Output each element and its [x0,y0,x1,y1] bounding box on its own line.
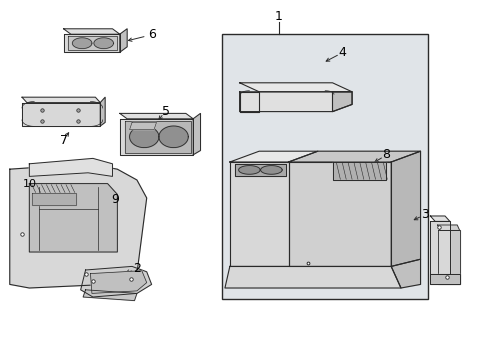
Polygon shape [429,221,449,274]
Polygon shape [63,29,120,34]
Polygon shape [63,34,120,52]
Polygon shape [90,271,146,293]
Text: 1: 1 [274,10,282,23]
Polygon shape [239,83,351,92]
Polygon shape [22,97,100,103]
Polygon shape [229,151,317,162]
Polygon shape [437,225,459,230]
Text: 5: 5 [162,105,170,118]
Polygon shape [120,119,193,155]
Polygon shape [238,166,260,174]
Text: 7: 7 [60,134,67,147]
Bar [222,34,427,299]
Polygon shape [429,216,449,221]
Polygon shape [94,38,113,49]
Polygon shape [10,164,146,288]
Polygon shape [83,290,137,301]
Polygon shape [124,121,190,153]
Polygon shape [120,113,193,119]
Polygon shape [29,158,112,176]
Polygon shape [81,266,151,297]
Text: 8: 8 [382,148,389,161]
Polygon shape [260,166,282,174]
Polygon shape [234,164,285,176]
Polygon shape [29,184,117,252]
Polygon shape [239,92,351,112]
Polygon shape [429,274,459,284]
Polygon shape [120,29,127,52]
Text: 10: 10 [22,179,36,189]
Polygon shape [68,36,117,50]
Text: 3: 3 [421,208,428,221]
Polygon shape [100,97,105,126]
Polygon shape [129,126,159,148]
Polygon shape [229,162,288,266]
Polygon shape [390,151,420,266]
Polygon shape [332,162,386,180]
Text: 6: 6 [147,28,155,41]
Polygon shape [72,38,92,49]
Polygon shape [239,92,259,112]
Text: 2: 2 [133,262,141,275]
Polygon shape [32,193,76,205]
Polygon shape [332,92,351,112]
Polygon shape [288,162,390,266]
Polygon shape [159,126,188,148]
Text: 4: 4 [338,46,346,59]
Polygon shape [437,230,459,284]
Polygon shape [193,113,200,155]
Text: 9: 9 [111,193,119,206]
Polygon shape [288,151,420,162]
Polygon shape [224,266,400,288]
Polygon shape [22,103,100,126]
Polygon shape [129,122,156,130]
Polygon shape [390,259,420,288]
